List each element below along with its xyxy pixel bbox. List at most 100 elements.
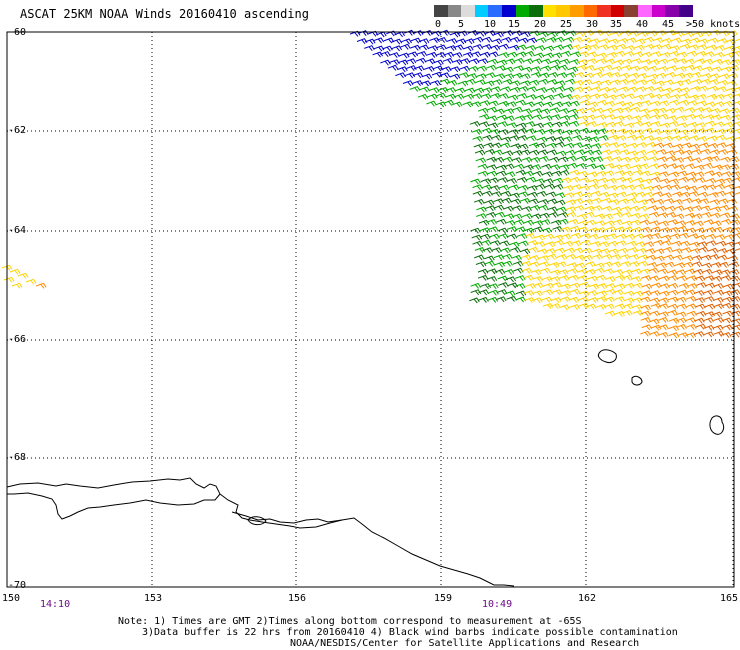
wind-barb — [729, 275, 740, 282]
wind-barb — [551, 52, 563, 59]
wind-barb — [631, 268, 642, 275]
wind-barb — [623, 50, 635, 57]
wind-barb — [658, 297, 669, 304]
wind-barb — [472, 240, 483, 247]
wind-barb — [547, 78, 558, 85]
wind-barb — [694, 317, 705, 324]
wind-barb — [657, 268, 669, 275]
wind-barb — [691, 157, 703, 164]
wind-barb — [733, 93, 740, 98]
coast-inner — [231, 511, 343, 524]
wind-barb — [569, 176, 581, 183]
wind-barb — [494, 211, 506, 218]
wind-barb — [498, 281, 509, 288]
wind-barb — [621, 58, 633, 65]
wind-barb — [656, 262, 667, 269]
wind-barb — [686, 50, 698, 57]
wind-barb — [560, 226, 571, 233]
wind-barb — [734, 191, 740, 195]
wind-barb — [630, 275, 642, 282]
wind-barb — [617, 247, 629, 254]
wind-barb — [615, 100, 626, 107]
wind-barb — [556, 253, 568, 260]
wind-barb — [11, 282, 23, 289]
wind-barb — [634, 134, 646, 141]
wind-barb — [471, 234, 483, 241]
wind-barb — [632, 101, 643, 108]
wind-barb — [723, 52, 735, 59]
wind-barb — [604, 58, 616, 65]
wind-barb — [581, 143, 593, 150]
wind-barb — [442, 57, 454, 64]
wind-barb — [513, 219, 525, 226]
wind-barb — [730, 331, 740, 338]
wind-barb — [416, 50, 428, 57]
wind-barb — [640, 296, 651, 303]
wind-barb — [689, 247, 701, 254]
wind-barb — [658, 113, 669, 120]
wind-barb — [684, 107, 696, 114]
wind-barb — [636, 142, 647, 149]
wind-barb — [604, 220, 615, 227]
wind-barb — [542, 302, 554, 309]
wind-barb — [700, 205, 712, 212]
wind-barb — [680, 38, 692, 45]
wind-barb — [527, 191, 538, 198]
wind-barb — [698, 198, 710, 205]
wind-barb — [632, 282, 643, 289]
wind-barb — [633, 129, 644, 136]
wind-barb — [658, 311, 669, 318]
wind-barb — [596, 121, 608, 128]
wind-barb — [517, 191, 529, 198]
wind-barb — [691, 213, 703, 220]
wind-barb — [612, 211, 624, 218]
wind-barb — [479, 51, 491, 58]
wind-barb — [569, 169, 581, 176]
wind-barb — [559, 120, 571, 127]
wind-barb — [722, 296, 733, 303]
wind-barb — [640, 310, 651, 317]
wind-barb — [509, 80, 521, 87]
wind-barb — [551, 121, 563, 128]
wind-barb — [578, 290, 590, 297]
wind-barb — [603, 170, 615, 177]
wind-barb — [524, 101, 535, 108]
wind-barb — [588, 178, 599, 185]
wind-barb — [430, 30, 442, 37]
wind-barb — [640, 268, 651, 275]
wind-barb — [539, 212, 550, 219]
wind-barb — [653, 86, 664, 93]
wind-barb — [628, 253, 640, 260]
wind-barb — [554, 80, 566, 87]
lat-label: -62 — [8, 125, 27, 136]
wind-barb — [708, 191, 719, 198]
wind-barb — [505, 290, 516, 297]
wind-barb — [530, 213, 542, 220]
wind-barb — [572, 198, 584, 205]
wind-barb — [534, 178, 545, 185]
wind-barb — [624, 184, 636, 191]
wind-barb — [515, 169, 527, 176]
wind-barb — [714, 178, 726, 185]
wind-barb — [565, 199, 577, 206]
wind-barb — [588, 136, 600, 143]
wind-barb — [696, 241, 708, 248]
wind-barb — [607, 240, 619, 247]
wind-barb — [668, 50, 680, 57]
wind-barb — [608, 141, 620, 148]
wind-barb — [478, 219, 490, 226]
wind-barb — [703, 317, 714, 324]
wind-barb — [703, 324, 715, 331]
lon-label: 150 — [2, 593, 21, 604]
wind-barb — [524, 128, 536, 135]
wind-barb — [567, 66, 579, 73]
wind-barb — [667, 309, 678, 316]
wind-barb — [534, 241, 546, 248]
wind-barb — [465, 78, 476, 85]
wind-barb — [658, 290, 670, 297]
wind-barb — [509, 192, 520, 199]
wind-barb — [496, 170, 507, 177]
wind-barb — [494, 261, 506, 268]
wind-barb — [685, 289, 696, 296]
wind-barb — [558, 218, 569, 225]
